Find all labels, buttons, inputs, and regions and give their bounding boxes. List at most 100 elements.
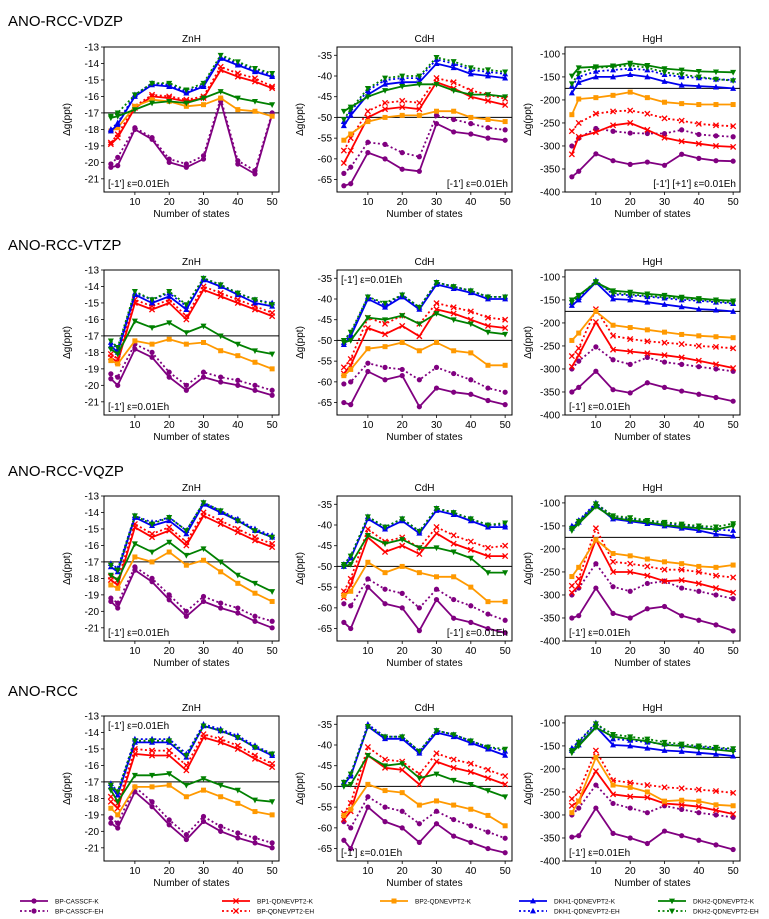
data-point (627, 553, 633, 559)
data-point (115, 585, 121, 591)
legend-item: DKH1-QDNEVPT2-EH (519, 907, 620, 916)
data-point (200, 593, 207, 600)
data-point (381, 548, 389, 555)
data-point (502, 773, 509, 780)
data-point (610, 782, 616, 788)
y-tick-label: -55 (318, 803, 333, 814)
series-group (107, 52, 276, 177)
data-point (234, 341, 241, 348)
data-point (661, 519, 668, 526)
data-point (451, 389, 457, 395)
data-point (183, 562, 189, 568)
data-point (217, 333, 224, 340)
data-point (451, 129, 457, 135)
plot-frame (103, 46, 280, 193)
data-point (131, 318, 138, 325)
data-point (269, 840, 275, 846)
y-tick-label: -150 (540, 521, 560, 532)
data-point (149, 80, 156, 87)
data-point (502, 752, 509, 758)
data-point (234, 572, 241, 579)
y-tick-label: -150 (540, 72, 560, 83)
data-point (609, 122, 617, 129)
data-point (399, 761, 406, 767)
data-point (713, 842, 719, 848)
data-point (610, 513, 617, 520)
y-tick-label: -300 (540, 141, 560, 152)
panel-title: CdH (414, 257, 434, 268)
data-point (433, 54, 440, 61)
data-point (696, 155, 702, 161)
y-tick-label: -15 (85, 524, 100, 535)
data-point (568, 151, 575, 158)
data-point (416, 802, 422, 808)
data-point (149, 804, 155, 810)
x-axis-label: Number of states (386, 658, 462, 669)
data-point (575, 575, 582, 582)
x-tick-label: 40 (465, 866, 477, 877)
data-point (149, 575, 155, 581)
plot-frame (564, 46, 741, 193)
x-tick-label: 50 (267, 420, 279, 431)
data-point (593, 805, 599, 811)
data-point (730, 158, 736, 164)
data-point (678, 341, 685, 348)
data-point (575, 352, 582, 359)
y-tick-label: -350 (540, 833, 560, 844)
data-point (712, 122, 720, 129)
data-point (149, 799, 155, 805)
data-point (730, 398, 736, 404)
data-point (568, 299, 575, 306)
data-point (107, 787, 114, 794)
data-point (644, 736, 651, 743)
data-point (166, 374, 172, 380)
panel-znh: ZnH 10 20 30 40 50 -13 -14 -15 -16 -17 -18 -19 -20 -21… (62, 34, 280, 220)
data-point (730, 596, 736, 602)
data-point (568, 795, 575, 802)
data-point (416, 404, 422, 410)
data-point (468, 114, 474, 120)
data-point (730, 803, 736, 809)
data-point (200, 509, 207, 516)
data-point (502, 74, 509, 81)
x-axis-label: Number of states (386, 432, 462, 443)
section-title: ANO-RCC (8, 683, 78, 700)
y-tick-label: -16 (85, 761, 100, 772)
x-tick-label: 50 (728, 646, 740, 657)
y-tick-label: -400 (540, 411, 560, 422)
data-point (148, 530, 156, 537)
data-point (592, 501, 599, 508)
data-point (485, 611, 491, 617)
data-point (341, 812, 347, 818)
data-point (695, 357, 702, 364)
data-point (200, 598, 207, 605)
data-point (365, 360, 371, 366)
data-point (679, 151, 685, 157)
data-point (114, 113, 121, 120)
data-point (695, 743, 702, 750)
series-line (110, 348, 273, 397)
data-point (569, 112, 575, 118)
data-point (200, 80, 207, 87)
section-title: ANO-RCC-VDZP (8, 13, 123, 30)
data-point (183, 313, 190, 320)
x-tick-label: 30 (431, 866, 443, 877)
data-point (382, 364, 388, 370)
data-point (341, 601, 347, 607)
y-tick-label: -20 (85, 158, 100, 169)
data-point (365, 119, 371, 125)
data-point (234, 518, 241, 525)
data-point (468, 603, 474, 609)
data-point (484, 522, 491, 529)
data-point (114, 345, 121, 351)
data-point (627, 568, 634, 576)
data-point (218, 823, 224, 829)
data-point (269, 366, 275, 372)
data-point (644, 789, 650, 795)
data-point (148, 747, 156, 754)
data-point (251, 744, 258, 751)
data-point (183, 767, 190, 774)
data-point (399, 790, 405, 796)
data-point (114, 351, 121, 358)
data-point (131, 289, 138, 295)
